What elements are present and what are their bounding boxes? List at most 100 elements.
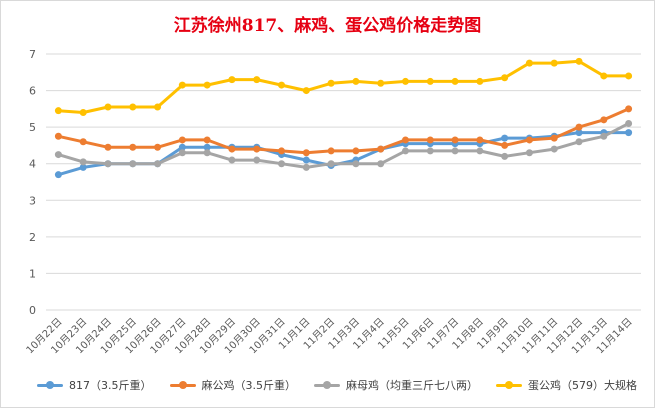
data-point (401, 77, 409, 85)
y-tick-label: 4 (29, 158, 36, 171)
data-point (476, 136, 484, 144)
y-tick-label: 3 (29, 194, 36, 207)
data-point (302, 156, 310, 164)
data-point (178, 81, 186, 89)
data-point (575, 129, 583, 137)
data-point (302, 149, 310, 157)
data-point (253, 156, 261, 164)
data-point (129, 103, 137, 111)
data-point (625, 119, 633, 127)
data-point (451, 77, 459, 85)
data-point (352, 77, 360, 85)
data-point (104, 103, 112, 111)
data-point (104, 160, 112, 168)
data-point (600, 132, 608, 140)
data-point (525, 59, 533, 67)
legend-item: 麻母鸡（均重三斤七八两） (314, 377, 478, 393)
series-layer (54, 57, 633, 179)
legend-label: 麻母鸡（均重三斤七八两） (346, 379, 478, 392)
data-point (302, 87, 310, 95)
data-point (476, 147, 484, 155)
data-point (327, 160, 335, 168)
data-point (54, 107, 62, 115)
data-point (426, 77, 434, 85)
data-point (525, 136, 533, 144)
data-point (302, 163, 310, 171)
data-point (575, 123, 583, 131)
data-point (79, 163, 87, 171)
data-point (178, 143, 186, 151)
data-point (575, 138, 583, 146)
data-point (228, 145, 236, 153)
chart-title: 江苏徐州817、麻鸡、蛋公鸡价格走势图 (173, 16, 482, 36)
data-point (154, 143, 162, 151)
legend-item: 蛋公鸡（579）大规格 (496, 377, 637, 393)
legend-label: 蛋公鸡（579）大规格 (528, 379, 637, 392)
legend-label: 麻公鸡（3.5斤重） (201, 379, 297, 392)
data-point (401, 147, 409, 155)
legend: 817（3.5斤重） 麻公鸡（3.5斤重） 麻母鸡（均重三斤七八两） 蛋公鸡（579）… (37, 377, 637, 393)
data-point (228, 156, 236, 164)
series-line (56, 107, 631, 155)
data-point (550, 134, 558, 142)
legend-swatch (169, 380, 196, 390)
data-point (178, 136, 186, 144)
data-point (550, 59, 558, 67)
data-point (278, 147, 286, 155)
data-point (253, 145, 261, 153)
legend-swatch (496, 380, 522, 390)
data-point (278, 81, 286, 89)
data-point (129, 143, 137, 151)
data-point (79, 138, 87, 146)
data-point (501, 152, 509, 160)
data-point (154, 160, 162, 168)
data-point (203, 81, 211, 89)
data-point (278, 160, 286, 168)
data-point (203, 149, 211, 157)
y-tick-label: 2 (29, 231, 36, 244)
data-point (625, 105, 633, 113)
y-tick-label: 0 (29, 304, 36, 317)
data-point (352, 147, 360, 155)
data-point (550, 145, 558, 153)
legend-item: 817（3.5斤重） (37, 377, 152, 393)
data-point (501, 74, 509, 82)
grid-layer (46, 53, 641, 311)
data-point (377, 79, 385, 87)
data-point (625, 72, 633, 80)
data-point (401, 136, 409, 144)
data-point (203, 136, 211, 144)
y-tick-label: 5 (29, 121, 36, 134)
data-point (352, 160, 360, 168)
data-point (451, 147, 459, 155)
data-point (525, 149, 533, 157)
data-point (600, 72, 608, 80)
data-point (54, 151, 62, 159)
data-point (426, 147, 434, 155)
legend-item: 麻公鸡（3.5斤重） (169, 377, 297, 393)
data-point (104, 143, 112, 151)
data-point (228, 76, 236, 84)
data-point (203, 143, 211, 151)
data-point (501, 141, 509, 149)
legend-swatch (37, 380, 63, 390)
data-point (327, 79, 335, 87)
data-point (79, 109, 87, 117)
data-point (501, 134, 509, 142)
data-point (451, 136, 459, 144)
y-tick-label: 6 (29, 85, 36, 98)
data-point (327, 147, 335, 155)
data-point (253, 76, 261, 84)
data-point (54, 132, 62, 140)
data-point (377, 145, 385, 153)
y-tick-label: 1 (29, 267, 36, 280)
data-point (79, 158, 87, 166)
data-point (575, 57, 583, 65)
data-point (178, 149, 186, 157)
data-point (625, 129, 633, 137)
y-tick-label: 7 (29, 48, 36, 61)
legend-swatch (314, 380, 340, 390)
data-point (600, 116, 608, 124)
data-point (377, 160, 385, 168)
